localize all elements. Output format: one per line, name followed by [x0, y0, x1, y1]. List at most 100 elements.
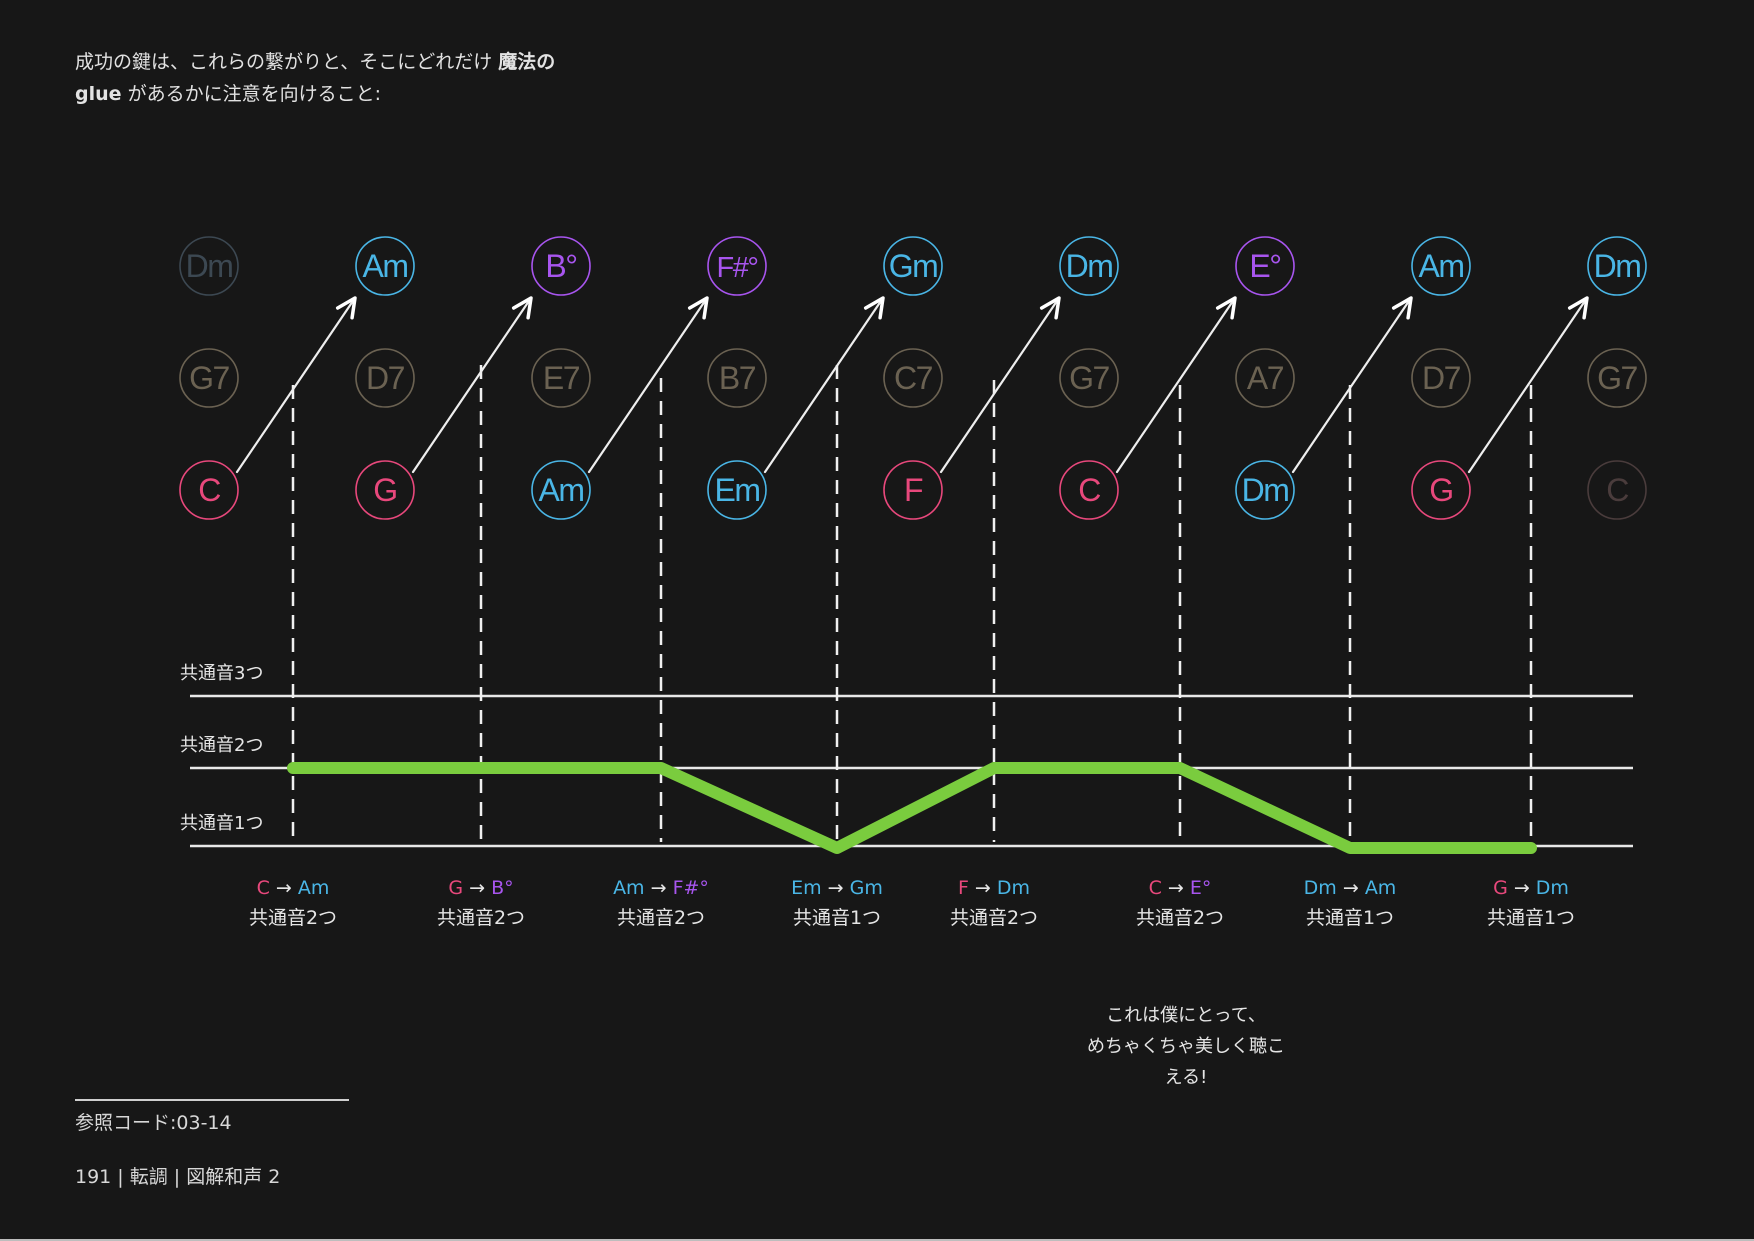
arrow-head-icon [687, 296, 709, 320]
chord-top-label: Am [363, 248, 408, 284]
transition-common-count: 共通音1つ [1487, 907, 1575, 929]
chord-top-label: B° [545, 248, 576, 284]
transition-to: Dm [1536, 877, 1569, 899]
transition-common-count: 共通音1つ [1306, 907, 1394, 929]
arrow-head-icon [863, 296, 885, 320]
transition-to: Am [298, 877, 330, 899]
transition-arrow: → [1337, 877, 1365, 899]
chord-top-label: Dm [186, 248, 233, 284]
chord-bottom-label: G [1429, 472, 1452, 508]
page-bottom-border [0, 1239, 1754, 1241]
chord-bottom-label: Dm [1242, 472, 1289, 508]
transition-common-count: 共通音1つ [793, 907, 881, 929]
chord-bottom-circle [1235, 460, 1295, 520]
transition-common-count: 共通音2つ [950, 907, 1038, 929]
transition-label: G → B° [448, 877, 513, 899]
chord-top-circle [355, 236, 415, 296]
transition-from: C [1149, 877, 1162, 899]
transition-common-count: 共通音2つ [249, 907, 337, 929]
chord-bottom-circle [1587, 460, 1647, 520]
arrow-head-icon [335, 296, 357, 320]
note-line: これは僕にとって、 [1106, 1005, 1266, 1026]
chord-bottom-circle [355, 460, 415, 520]
intro-glue: glue [75, 83, 122, 105]
chord-bottom-label: F [904, 472, 923, 508]
chord-dominant-label: D7 [1422, 360, 1461, 396]
chord-dominant-label: D7 [366, 360, 405, 396]
transition-to: Gm [850, 877, 883, 899]
intro-line-2: glue があるかに注意を向けること: [75, 83, 381, 105]
transition-from: Am [613, 877, 645, 899]
chord-dominant-label: C7 [894, 360, 933, 396]
intro-line-1: 成功の鍵は、これらの繋がりと、そこにどれだけ 魔法の [75, 51, 556, 73]
transition-arrow: → [270, 877, 298, 899]
progression-arrow [587, 296, 709, 474]
common-tone-line [287, 762, 1537, 854]
chord-top-circle [883, 236, 943, 296]
progression-arrow [1115, 296, 1237, 474]
chord-bottom-circle [883, 460, 943, 520]
chord-top-label: Am [1419, 248, 1464, 284]
transition-from: F [958, 877, 969, 899]
transition-to: B° [491, 877, 514, 899]
chord-dominant-label: A7 [1247, 360, 1284, 396]
arrow-head-icon [511, 296, 533, 320]
transition-arrow: → [1508, 877, 1536, 899]
chord-bottom-circle [707, 460, 767, 520]
chord-top-circle [1411, 236, 1471, 296]
transition-from: Dm [1304, 877, 1337, 899]
transition-to: Am [1365, 877, 1397, 899]
chord-top-label: E° [1249, 248, 1280, 284]
transition-arrow: → [969, 877, 997, 899]
transition-from: C [257, 877, 270, 899]
level-label-2: 共通音2つ [180, 735, 263, 756]
transition-arrow: → [463, 877, 491, 899]
transition-common-count: 共通音2つ [617, 907, 705, 929]
chord-dominant-label: G7 [1597, 360, 1637, 396]
chord-bottom-label: Am [539, 472, 584, 508]
page-info: 191 | 転調 | 図解和声 2 [75, 1166, 281, 1188]
arrow-head-icon [1215, 296, 1237, 320]
chord-top-label: Dm [1066, 248, 1113, 284]
arrow-head-icon [1039, 296, 1061, 320]
progression-arrow [411, 296, 533, 474]
transition-arrow: → [822, 877, 850, 899]
transition-arrow: → [645, 877, 673, 899]
intro-emphasis: 魔法の [498, 51, 556, 73]
chord-dominant-circle [531, 348, 591, 408]
transition-to: E° [1190, 877, 1212, 899]
chord-bottom-circle [531, 460, 591, 520]
transition-label: F → Dm [958, 877, 1030, 899]
chord-top-circle [1235, 236, 1295, 296]
chord-top-label: Dm [1594, 248, 1641, 284]
chord-dominant-circle [883, 348, 943, 408]
transition-label: G → Dm [1493, 877, 1569, 899]
transition-to: Dm [997, 877, 1030, 899]
progression-arrow [763, 296, 885, 474]
transition-label: C → Am [257, 877, 330, 899]
chord-bottom-label: C [1078, 472, 1100, 508]
transition-label: Am → F#° [613, 877, 709, 899]
chord-dominant-circle [707, 348, 767, 408]
note-line: めちゃくちゃ美しく聴こ [1087, 1036, 1285, 1057]
progression-arrow [939, 296, 1061, 474]
chord-top-label: Gm [889, 248, 938, 284]
transition-from: G [448, 877, 463, 899]
chord-dominant-circle [1587, 348, 1647, 408]
chord-bottom-label: C [1606, 472, 1628, 508]
chord-top-circle [707, 236, 767, 296]
chord-dominant-label: E7 [543, 360, 580, 396]
transition-label: Em → Gm [791, 877, 883, 899]
transition-arrow: → [1162, 877, 1190, 899]
annotation-note: これは僕にとって、 めちゃくちゃ美しく聴こ える! [1066, 1000, 1306, 1093]
chord-dominant-circle [1235, 348, 1295, 408]
chord-dominant-label: B7 [719, 360, 756, 396]
chord-dominant-circle [355, 348, 415, 408]
reference-code: 参照コード:03-14 [75, 1112, 232, 1134]
transition-to: F#° [673, 877, 709, 899]
level-label-1: 共通音1つ [180, 813, 263, 834]
arrow-head-icon [1567, 296, 1589, 320]
chord-top-circle [1587, 236, 1647, 296]
progression-arrow [1291, 296, 1413, 474]
